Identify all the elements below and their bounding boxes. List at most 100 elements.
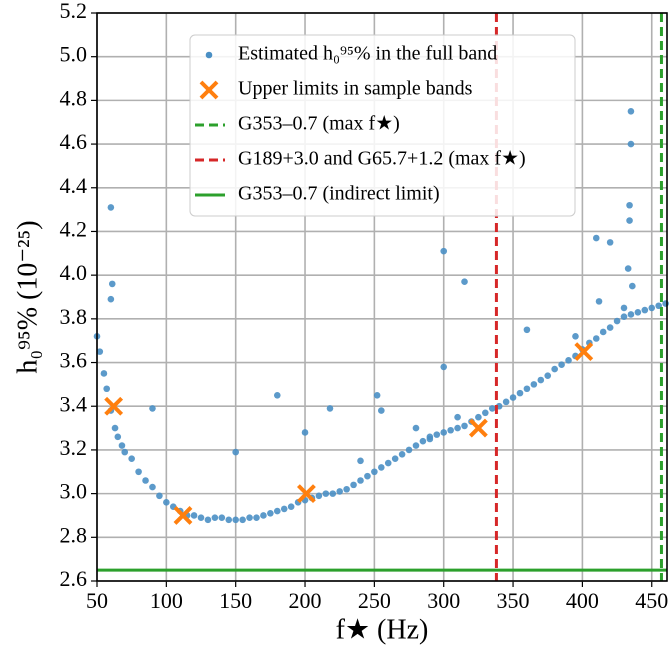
data-point: [440, 363, 448, 371]
x-tick-label: 450: [635, 588, 668, 613]
data-point: [627, 140, 635, 148]
data-point: [440, 429, 448, 436]
data-point: [232, 516, 239, 524]
data-point: [100, 370, 108, 377]
data-point: [273, 507, 281, 515]
data-point: [142, 477, 149, 484]
data-point: [454, 413, 461, 421]
data-point: [225, 516, 233, 524]
upper-limit-marker: [297, 484, 316, 504]
legend-label: Upper limits in sample bands: [238, 78, 473, 100]
data-point: [204, 516, 212, 524]
data-point: [135, 468, 142, 476]
data-point: [641, 306, 649, 314]
data-point: [447, 426, 454, 434]
data-point: [232, 448, 239, 456]
data-point: [509, 394, 517, 401]
data-point: [118, 442, 126, 449]
y-tick-label: 5.0: [60, 42, 88, 67]
data-point: [329, 490, 337, 497]
data-point: [461, 422, 468, 430]
data-point: [405, 446, 413, 454]
data-point: [350, 481, 357, 489]
data-point: [378, 464, 385, 471]
upper-limit-marker: [574, 342, 594, 362]
plot-frame: [96, 12, 668, 582]
legend-box: [189, 34, 576, 217]
data-point: [482, 409, 489, 417]
data-point: [662, 300, 669, 307]
data-point: [357, 457, 364, 465]
data-point: [488, 405, 496, 412]
data-point: [537, 376, 545, 384]
data-point: [111, 424, 119, 432]
data-point: [121, 448, 129, 456]
y-tick-label: 2.6: [60, 566, 88, 591]
cross-stroke: [468, 418, 488, 438]
y-axis-label: h₀⁹⁵% (10⁻²⁵): [12, 220, 43, 373]
data-point: [440, 247, 448, 255]
upper-limit-marker: [173, 506, 193, 525]
data-point: [197, 514, 205, 521]
x-tick-label: 250: [358, 588, 391, 613]
data-point: [357, 477, 364, 484]
data-point: [373, 392, 381, 399]
y-tick-label: 3.8: [60, 304, 88, 329]
data-point: [624, 265, 632, 272]
x-tick-label: 350: [497, 588, 530, 613]
data-point: [626, 217, 633, 224]
data-point: [114, 433, 122, 441]
data-point: [530, 381, 538, 388]
data-point: [502, 398, 510, 406]
data-point: [595, 298, 603, 305]
data-point: [107, 295, 115, 303]
data-point: [218, 514, 226, 521]
data-point: [599, 328, 607, 336]
data-point: [336, 488, 344, 495]
data-point: [626, 201, 633, 209]
data-point: [461, 278, 468, 286]
data-point: [523, 385, 531, 393]
data-point: [592, 234, 600, 242]
data-point: [558, 361, 565, 369]
cross-stroke: [199, 80, 219, 100]
x-tick-label: 200: [289, 588, 322, 613]
y-tick-label: 3.0: [60, 479, 88, 504]
x-axis-label: f★ (Hz): [336, 614, 429, 645]
data-point: [371, 468, 378, 476]
data-point: [280, 505, 288, 513]
data-point: [267, 509, 274, 517]
cross-stroke: [173, 506, 193, 525]
data-point: [629, 282, 636, 290]
data-point: [378, 407, 385, 414]
data-point: [384, 459, 392, 467]
x-tick-label: 150: [219, 588, 252, 613]
y-tick-label: 4.6: [60, 129, 88, 154]
data-point: [475, 413, 482, 421]
cross-stroke: [104, 396, 124, 416]
x-tick-label: 50: [86, 588, 108, 613]
data-point: [107, 204, 115, 211]
data-point: [253, 514, 260, 521]
data-point: [419, 437, 427, 445]
data-point: [398, 450, 406, 458]
legend-label: G189+3.0 and G65.7+1.2 (max f★): [238, 148, 526, 170]
data-point: [412, 424, 420, 432]
x-tick-label: 100: [150, 588, 183, 613]
data-point: [149, 483, 156, 491]
data-point: [190, 512, 198, 519]
data-point: [103, 385, 111, 393]
upper-limit-marker: [104, 396, 124, 416]
data-point: [108, 280, 116, 288]
y-tick-label: 4.8: [60, 85, 88, 110]
data-point: [516, 389, 524, 397]
data-point: [620, 313, 628, 320]
cross-stroke: [297, 484, 316, 504]
data-point: [620, 304, 628, 312]
y-tick-label: 3.2: [60, 435, 88, 460]
data-point: [96, 348, 104, 355]
x-tick-label: 400: [566, 588, 599, 613]
cross-stroke: [574, 342, 594, 362]
legend-label: G353–0.7 (indirect limit): [238, 183, 440, 205]
data-point: [211, 514, 219, 521]
